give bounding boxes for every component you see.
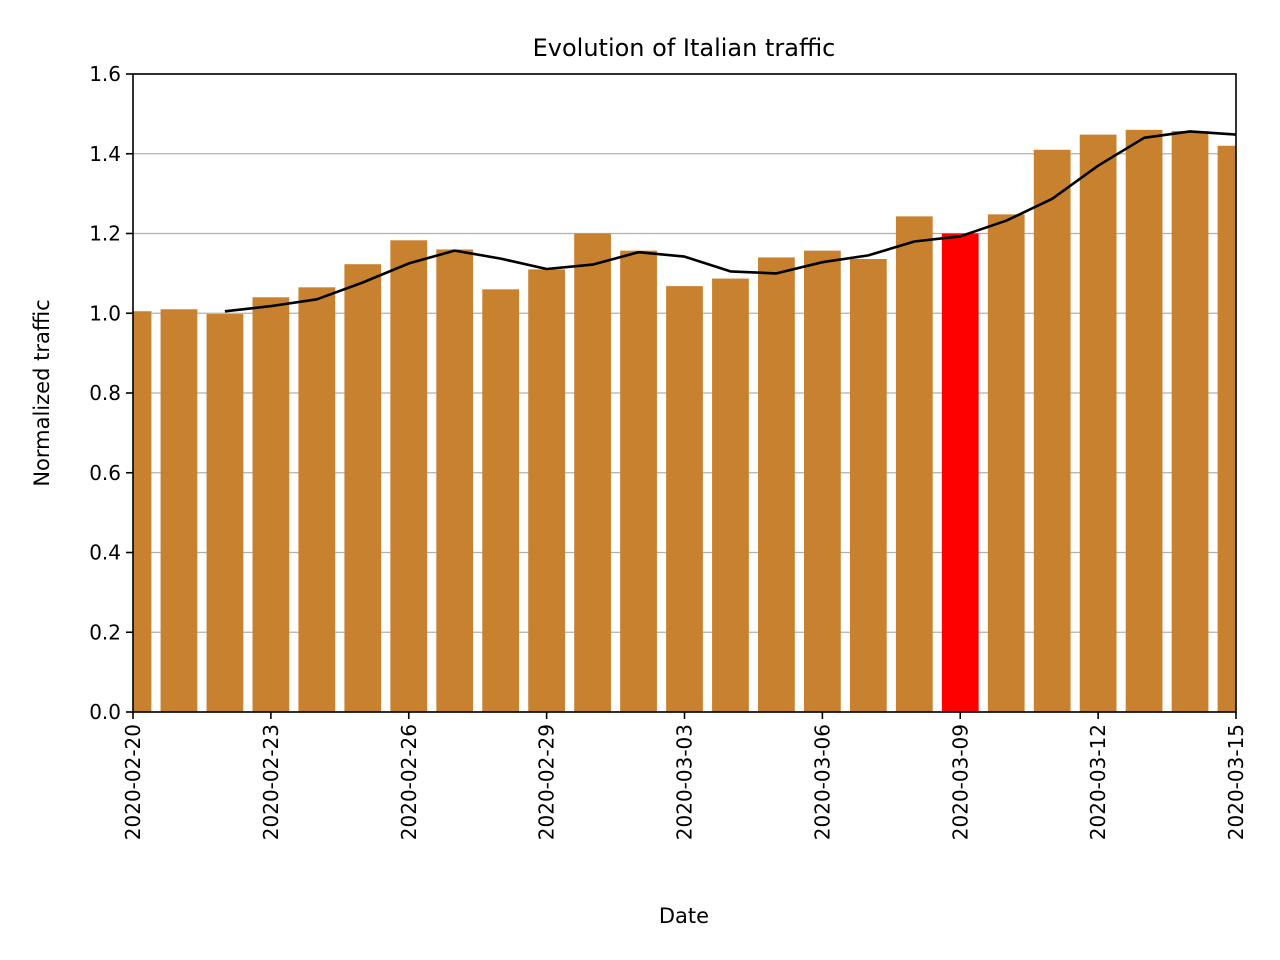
- x-tick-label: 2020-02-26: [397, 724, 421, 840]
- bar: [987, 214, 1025, 712]
- bar: [528, 269, 566, 712]
- y-tick-label: 1.4: [89, 142, 121, 166]
- bar: [160, 309, 198, 712]
- x-tick-label: 2020-03-09: [948, 724, 972, 840]
- y-tick-label: 0.8: [89, 381, 121, 405]
- y-tick-label: 0.6: [89, 461, 121, 485]
- bar: [758, 257, 795, 712]
- y-tick-label: 0.4: [89, 541, 121, 565]
- x-axis-label: Date: [659, 904, 709, 928]
- bar: [390, 240, 428, 712]
- y-tick-label: 0.2: [89, 620, 121, 644]
- bar: [803, 250, 841, 712]
- bar: [206, 314, 244, 712]
- x-axis: 2020-02-20 2020-02-23 2020-02-26 2020-02-29…: [121, 712, 1248, 840]
- bar: [1033, 149, 1071, 712]
- rolling-average-line: [224, 130, 1237, 313]
- y-tick-label: 1.2: [89, 222, 121, 246]
- bar: [1171, 131, 1209, 712]
- y-tick-label: 1.0: [89, 301, 121, 325]
- rolling-line: [224, 130, 1237, 313]
- bar: [252, 297, 290, 712]
- bar-highlighted: [941, 233, 979, 712]
- bar: [620, 250, 657, 712]
- x-tick-label: 2020-03-06: [810, 724, 834, 840]
- x-tick-label: 2020-02-20: [121, 724, 145, 840]
- y-tick-label: 1.6: [89, 62, 121, 86]
- x-tick-label: 2020-02-23: [259, 724, 283, 840]
- bar: [482, 289, 520, 712]
- bar: [849, 259, 887, 712]
- bar: [712, 278, 749, 712]
- x-tick-label: 2020-03-15: [1224, 724, 1248, 840]
- bar: [436, 249, 474, 712]
- y-axis: 0.0 0.2 0.4 0.6 0.8 1.0 1.2 1.4 1.6: [89, 62, 133, 724]
- bar: [895, 216, 933, 712]
- bar: [1125, 129, 1163, 712]
- x-tick-label: 2020-03-03: [673, 724, 697, 840]
- bar: [666, 286, 703, 712]
- y-axis-label: Normalized traffic: [30, 299, 54, 486]
- bar: [574, 233, 611, 712]
- bar: [133, 311, 152, 712]
- bar: [1217, 145, 1236, 712]
- bar: [298, 287, 336, 712]
- chart-title: Evolution of Italian traffic: [533, 34, 836, 62]
- bar: [344, 264, 382, 712]
- x-tick-label: 2020-03-12: [1086, 724, 1110, 840]
- bars: [133, 129, 1236, 712]
- y-tick-label: 0.0: [89, 700, 121, 724]
- x-tick-label: 2020-02-29: [535, 724, 559, 840]
- bar: [1079, 134, 1117, 712]
